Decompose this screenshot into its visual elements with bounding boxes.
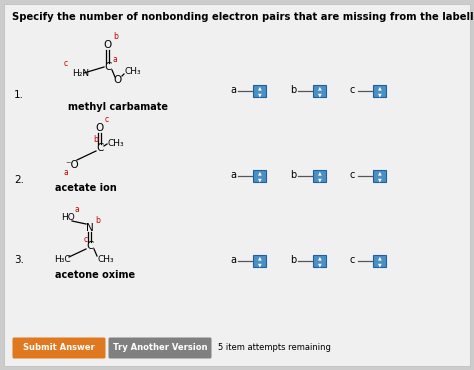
Text: ▼: ▼ [378, 177, 382, 182]
Text: O: O [96, 123, 104, 133]
Text: ▲: ▲ [258, 85, 261, 90]
Text: c: c [350, 85, 356, 95]
Text: O: O [114, 75, 122, 85]
Text: C: C [96, 143, 104, 153]
Text: CH₃: CH₃ [108, 138, 125, 148]
Text: 3.: 3. [14, 255, 24, 265]
Text: H₂N: H₂N [72, 68, 89, 77]
Text: CH₃: CH₃ [125, 67, 142, 77]
FancyBboxPatch shape [313, 170, 326, 182]
Text: ▲: ▲ [318, 255, 321, 260]
Text: c: c [64, 59, 68, 68]
Text: HO: HO [61, 213, 75, 222]
FancyBboxPatch shape [253, 255, 266, 267]
Text: O: O [104, 40, 112, 50]
Text: C: C [104, 62, 112, 72]
Text: N: N [86, 223, 94, 233]
Text: acetate ion: acetate ion [55, 183, 117, 193]
Text: a: a [75, 205, 80, 214]
Text: ▼: ▼ [378, 92, 382, 97]
Text: b: b [93, 135, 98, 144]
Text: acetone oxime: acetone oxime [55, 270, 135, 280]
Text: 1.: 1. [14, 90, 24, 100]
Text: b: b [113, 32, 118, 41]
Text: ▼: ▼ [318, 92, 321, 97]
Text: ▲: ▲ [258, 255, 261, 260]
Text: C: C [86, 241, 94, 251]
Text: ▲: ▲ [378, 255, 382, 260]
FancyBboxPatch shape [313, 255, 326, 267]
FancyBboxPatch shape [373, 85, 386, 97]
Text: c: c [350, 170, 356, 180]
Text: a: a [63, 168, 68, 177]
Text: H₃C: H₃C [54, 256, 70, 265]
Text: ▼: ▼ [378, 262, 382, 267]
Text: methyl carbamate: methyl carbamate [68, 102, 168, 112]
Text: CH₃: CH₃ [98, 256, 115, 265]
Text: b: b [290, 255, 296, 265]
Text: ▲: ▲ [318, 170, 321, 175]
Text: 2.: 2. [14, 175, 24, 185]
Text: Try Another Version: Try Another Version [113, 343, 207, 353]
FancyBboxPatch shape [313, 85, 326, 97]
Text: a: a [230, 170, 236, 180]
Text: a: a [230, 255, 236, 265]
Text: ⁻O: ⁻O [65, 160, 79, 170]
Text: b: b [290, 170, 296, 180]
Text: c: c [84, 235, 88, 244]
FancyBboxPatch shape [373, 255, 386, 267]
FancyBboxPatch shape [373, 170, 386, 182]
FancyBboxPatch shape [12, 337, 106, 359]
Text: ▲: ▲ [318, 85, 321, 90]
Text: ▲: ▲ [258, 170, 261, 175]
FancyBboxPatch shape [4, 4, 470, 366]
FancyBboxPatch shape [253, 85, 266, 97]
Text: a: a [230, 85, 236, 95]
Text: b: b [290, 85, 296, 95]
Text: ▲: ▲ [378, 170, 382, 175]
Text: ▲: ▲ [378, 85, 382, 90]
Text: a: a [113, 55, 118, 64]
Text: 5 item attempts remaining: 5 item attempts remaining [218, 343, 331, 353]
Text: b: b [95, 216, 100, 225]
Text: Submit Answer: Submit Answer [23, 343, 95, 353]
Text: ▼: ▼ [258, 177, 261, 182]
FancyBboxPatch shape [253, 170, 266, 182]
Text: ▼: ▼ [318, 177, 321, 182]
Text: Specify the number of nonbonding electron pairs that are missing from the labell: Specify the number of nonbonding electro… [12, 12, 474, 22]
Text: c: c [105, 115, 109, 124]
Text: ▼: ▼ [258, 262, 261, 267]
Text: c: c [350, 255, 356, 265]
FancyBboxPatch shape [109, 337, 211, 359]
Text: ▼: ▼ [318, 262, 321, 267]
Text: ▼: ▼ [258, 92, 261, 97]
